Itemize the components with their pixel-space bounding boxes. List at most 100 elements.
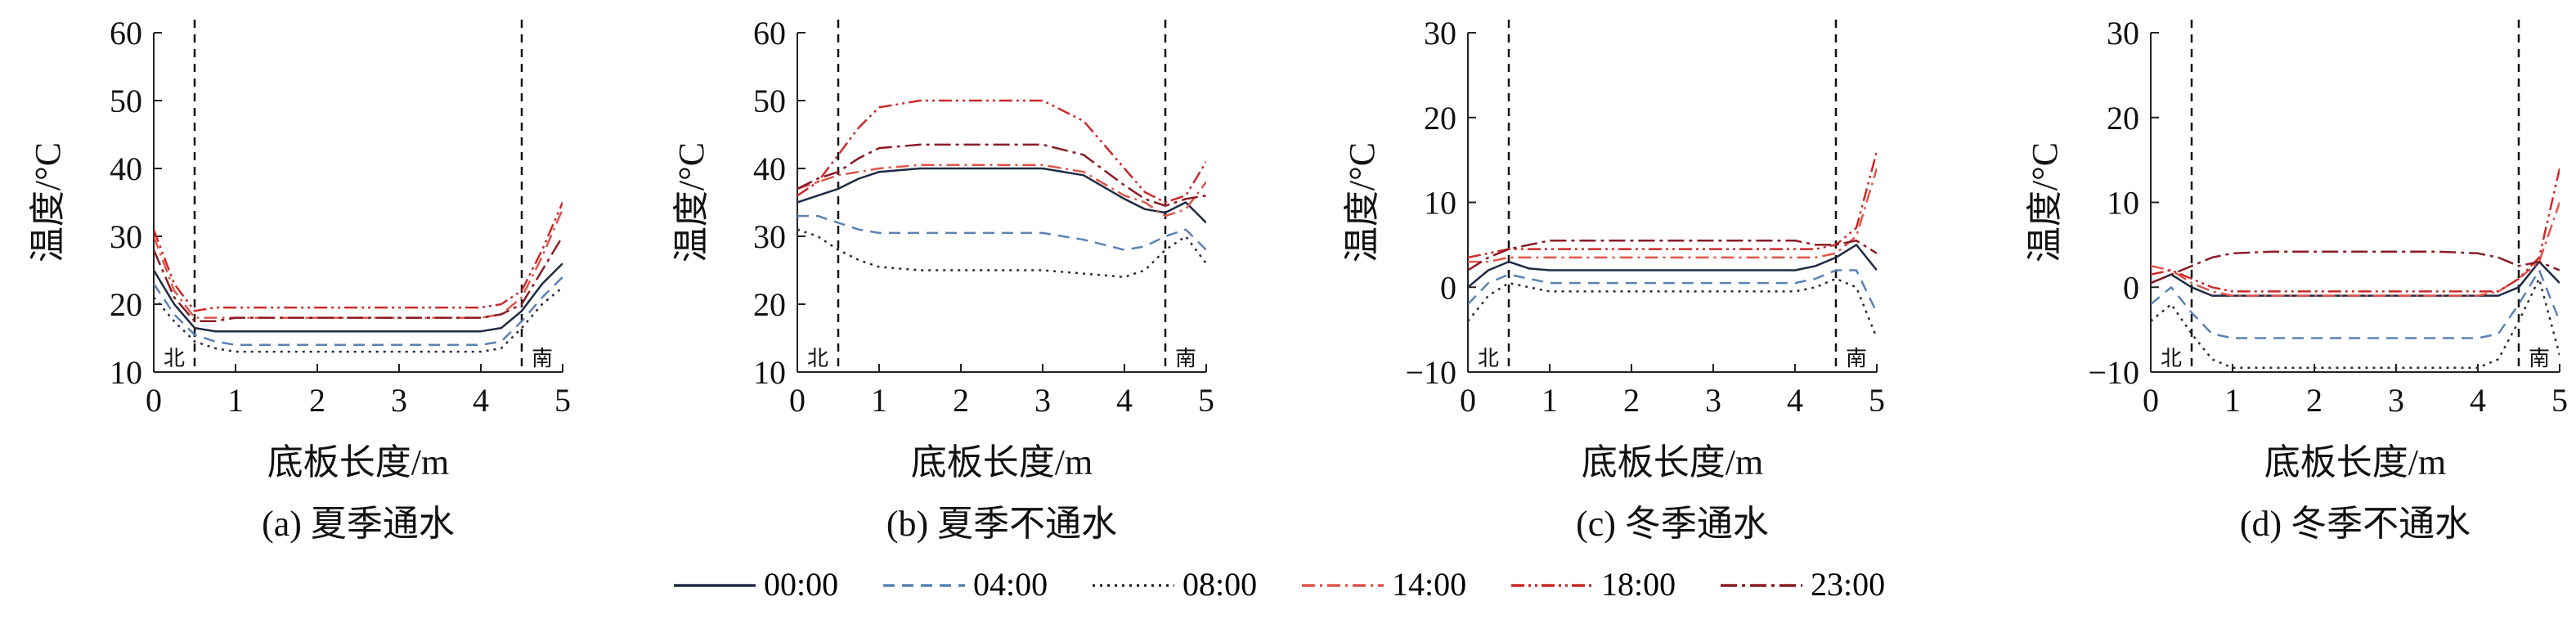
x-tick-label: 2 — [953, 382, 969, 419]
y-tick-label: −10 — [2088, 354, 2139, 391]
series-line-2300 — [2151, 250, 2560, 285]
series-line-0000 — [154, 262, 563, 333]
y-tick-label: 50 — [753, 83, 786, 119]
legend-item-0000: 00:00 — [674, 566, 838, 603]
x-tick-label: 2 — [309, 382, 325, 419]
panel-caption: (a) 夏季通水 — [262, 504, 455, 544]
x-tick-label: 0 — [789, 382, 806, 419]
y-axis-label: 温度/°C — [2025, 142, 2065, 262]
x-tick-label: 5 — [1869, 382, 1885, 419]
chart-panel-2: 0 1 2 3 4 5 10 20 30 40 50 60 北 南 温度/°C 底板长度/m (b) 夏季不通水 — [671, 15, 1214, 544]
y-tick-label: 10 — [753, 354, 786, 391]
y-tick-label: −10 — [1405, 354, 1456, 391]
legend-label-1800: 18:00 — [1601, 566, 1676, 603]
y-tick-label: 20 — [1424, 100, 1456, 137]
x-tick-label: 0 — [2143, 382, 2159, 419]
series-line-0400 — [154, 276, 563, 347]
x-tick-label: 4 — [1116, 382, 1133, 419]
x-tick-label: 1 — [1542, 382, 1558, 419]
y-tick-label: 40 — [753, 150, 786, 187]
y-tick-label: 0 — [1440, 269, 1456, 306]
region-label: 北 — [2161, 347, 2182, 370]
y-tick-label: 10 — [2107, 185, 2139, 222]
y-tick-label: 40 — [110, 150, 142, 187]
x-tick-label: 3 — [1705, 382, 1721, 419]
x-tick-label: 4 — [473, 382, 489, 419]
series-line-1400 — [154, 209, 563, 319]
series-line-0400 — [2151, 269, 2560, 339]
chart-panel-1: 0 1 2 3 4 5 10 20 30 40 50 60 北 南 温度/°C 底板长度/m (a) 夏季通水 — [28, 15, 571, 544]
panel-caption: (c) 冬季通水 — [1576, 504, 1769, 544]
series-line-0400 — [797, 214, 1206, 251]
x-tick-label: 3 — [391, 382, 407, 419]
x-tick-label: 3 — [1034, 382, 1051, 419]
y-tick-label: 20 — [110, 286, 142, 323]
x-tick-label: 0 — [146, 382, 162, 419]
y-tick-label: 30 — [753, 218, 786, 255]
x-tick-label: 4 — [1787, 382, 1803, 419]
y-tick-label: 30 — [2107, 15, 2139, 52]
x-tick-label: 0 — [1460, 382, 1476, 419]
series-line-0000 — [797, 167, 1206, 224]
legend-item-0800: 08:00 — [1093, 566, 1257, 603]
y-tick-label: 20 — [753, 286, 786, 323]
y-tick-label: 30 — [1424, 15, 1456, 52]
y-axis-label: 温度/°C — [671, 142, 711, 262]
y-tick-label: 20 — [2107, 100, 2139, 137]
series-line-0800 — [797, 228, 1206, 279]
legend: 00:00 04:00 08:00 14:00 18:00 23:00 — [674, 566, 1885, 603]
legend-item-1800: 18:00 — [1511, 566, 1676, 603]
series-line-0800 — [2151, 277, 2560, 370]
series-line-2300 — [154, 235, 563, 323]
region-label: 南 — [2529, 347, 2550, 370]
y-axis-label: 温度/°C — [1342, 142, 1382, 262]
series-line-1800 — [2151, 168, 2560, 293]
region-label: 北 — [1478, 347, 1499, 370]
region-label: 南 — [532, 347, 553, 370]
x-axis-label: 底板长度/m — [1582, 442, 1763, 482]
x-tick-label: 5 — [554, 382, 571, 419]
y-tick-label: 60 — [753, 15, 786, 52]
series-line-0400 — [1468, 269, 1877, 313]
panel-caption: (d) 冬季不通水 — [2240, 504, 2471, 544]
region-label: 南 — [1175, 347, 1196, 370]
x-tick-label: 1 — [871, 382, 887, 419]
series-group — [2151, 168, 2560, 370]
series-line-1800 — [797, 99, 1206, 204]
legend-item-2300: 23:00 — [1721, 566, 1885, 603]
series-group — [1468, 150, 1877, 339]
series-line-0800 — [1468, 277, 1877, 339]
x-tick-label: 3 — [2388, 382, 2404, 419]
legend-item-0400: 04:00 — [883, 566, 1048, 603]
panel-caption: (b) 夏季不通水 — [886, 504, 1117, 544]
legend-label-1400: 14:00 — [1392, 566, 1466, 603]
x-tick-label: 1 — [2224, 382, 2241, 419]
legend-label-0400: 04:00 — [973, 566, 1048, 603]
series-group — [797, 99, 1206, 279]
legend-label-0000: 00:00 — [764, 566, 838, 603]
x-tick-label: 2 — [1623, 382, 1640, 419]
series-line-2300 — [797, 143, 1206, 207]
y-tick-label: 30 — [110, 218, 142, 255]
x-axis-label: 底板长度/m — [267, 442, 449, 482]
series-line-1400 — [797, 164, 1206, 218]
series-line-1800 — [154, 202, 563, 312]
region-label: 北 — [164, 347, 185, 370]
x-axis-label: 底板长度/m — [911, 442, 1093, 482]
y-tick-label: 10 — [1424, 185, 1456, 222]
x-tick-label: 4 — [2470, 382, 2486, 419]
series-group — [154, 202, 563, 353]
x-tick-label: 5 — [1198, 382, 1214, 419]
x-tick-label: 5 — [2551, 382, 2568, 419]
x-tick-label: 2 — [2306, 382, 2322, 419]
region-label: 南 — [1846, 347, 1867, 370]
legend-label-2300: 23:00 — [1811, 566, 1885, 603]
y-tick-label: 60 — [110, 15, 142, 52]
x-tick-label: 1 — [227, 382, 244, 419]
y-tick-label: 50 — [110, 83, 142, 119]
y-tick-label: 0 — [2123, 269, 2139, 306]
legend-label-0800: 08:00 — [1183, 566, 1257, 603]
